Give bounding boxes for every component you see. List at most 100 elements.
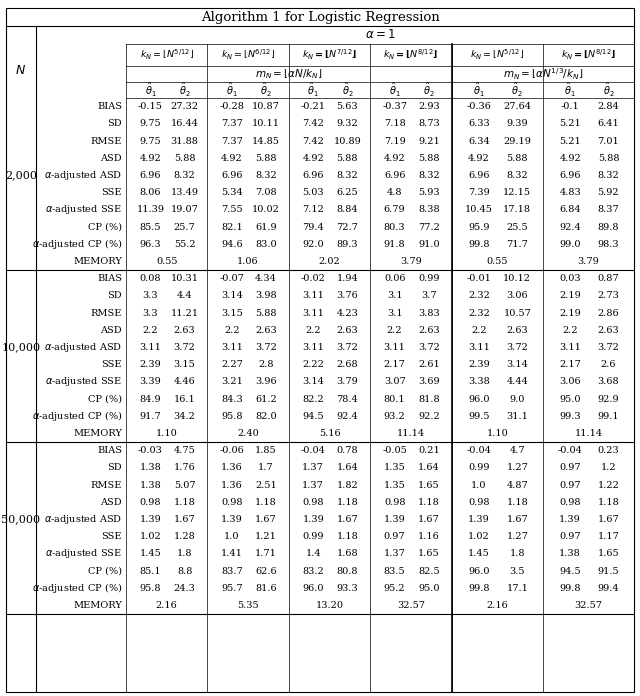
Text: -0.1: -0.1 bbox=[561, 102, 580, 111]
Text: 6.96: 6.96 bbox=[140, 171, 161, 180]
Text: 27.64: 27.64 bbox=[503, 102, 531, 111]
Text: 6.79: 6.79 bbox=[384, 205, 406, 214]
Text: 91.7: 91.7 bbox=[140, 412, 161, 420]
Text: 3.39: 3.39 bbox=[140, 377, 161, 386]
Text: 96.3: 96.3 bbox=[140, 239, 161, 248]
Text: 1.35: 1.35 bbox=[384, 464, 406, 473]
Text: 17.18: 17.18 bbox=[503, 205, 531, 214]
Text: 3.11: 3.11 bbox=[302, 343, 324, 352]
Text: 50,000: 50,000 bbox=[1, 514, 40, 524]
Text: 3.15: 3.15 bbox=[221, 308, 243, 317]
Text: 95.0: 95.0 bbox=[559, 395, 581, 404]
Text: 1.8: 1.8 bbox=[509, 549, 525, 558]
Text: 1.2: 1.2 bbox=[601, 464, 616, 473]
Text: 2.63: 2.63 bbox=[506, 326, 528, 335]
Text: 5.16: 5.16 bbox=[319, 429, 340, 438]
Text: 5.21: 5.21 bbox=[559, 136, 581, 145]
Text: $\hat{\theta}_1$: $\hat{\theta}_1$ bbox=[473, 81, 485, 99]
Text: 24.3: 24.3 bbox=[173, 584, 196, 593]
Text: 31.1: 31.1 bbox=[506, 412, 528, 420]
Text: 83.5: 83.5 bbox=[384, 567, 406, 576]
Text: 2.2: 2.2 bbox=[305, 326, 321, 335]
Text: 5.88: 5.88 bbox=[337, 154, 358, 163]
Text: -0.21: -0.21 bbox=[301, 102, 326, 111]
Text: 5.88: 5.88 bbox=[174, 154, 195, 163]
Text: 85.1: 85.1 bbox=[140, 567, 161, 576]
Text: -0.04: -0.04 bbox=[467, 446, 492, 455]
Text: 1.35: 1.35 bbox=[384, 480, 406, 489]
Text: 3.3: 3.3 bbox=[143, 308, 158, 317]
Text: 8.32: 8.32 bbox=[598, 171, 620, 180]
Text: 91.5: 91.5 bbox=[598, 567, 620, 576]
Text: $k_N = \lfloor N^{5/12} \rfloor$: $k_N = \lfloor N^{5/12} \rfloor$ bbox=[140, 48, 194, 62]
Text: 82.2: 82.2 bbox=[302, 395, 324, 404]
Text: 1.18: 1.18 bbox=[506, 498, 528, 507]
Text: 96.0: 96.0 bbox=[303, 584, 324, 593]
Text: 2.32: 2.32 bbox=[468, 308, 490, 317]
Text: 1.38: 1.38 bbox=[140, 464, 161, 473]
Text: 6.41: 6.41 bbox=[598, 119, 620, 128]
Text: 1.37: 1.37 bbox=[302, 480, 324, 489]
Text: 3.07: 3.07 bbox=[384, 377, 406, 386]
Text: 4.92: 4.92 bbox=[221, 154, 243, 163]
Text: 4.92: 4.92 bbox=[140, 154, 161, 163]
Text: $\hat{\theta}_1$: $\hat{\theta}_1$ bbox=[226, 81, 237, 99]
Text: 3.72: 3.72 bbox=[506, 343, 528, 352]
Text: 10.31: 10.31 bbox=[171, 274, 198, 283]
Text: 8.73: 8.73 bbox=[418, 119, 440, 128]
Text: 4.7: 4.7 bbox=[509, 446, 525, 455]
Text: 1.64: 1.64 bbox=[337, 464, 358, 473]
Text: 0.23: 0.23 bbox=[598, 446, 620, 455]
Text: 1.65: 1.65 bbox=[418, 480, 440, 489]
Text: 0.99: 0.99 bbox=[303, 532, 324, 541]
Text: 3.14: 3.14 bbox=[506, 360, 528, 369]
Text: 2.2: 2.2 bbox=[143, 326, 158, 335]
Text: 16.1: 16.1 bbox=[173, 395, 195, 404]
Text: $\hat{\theta}_2$: $\hat{\theta}_2$ bbox=[342, 81, 353, 99]
Text: 0.99: 0.99 bbox=[468, 464, 490, 473]
Text: 14.85: 14.85 bbox=[252, 136, 280, 145]
Text: 9.39: 9.39 bbox=[506, 119, 528, 128]
Text: 7.42: 7.42 bbox=[302, 136, 324, 145]
Text: 2.16: 2.16 bbox=[156, 601, 177, 610]
Text: $m_N = \lfloor \alpha N / k_N \rfloor$: $m_N = \lfloor \alpha N / k_N \rfloor$ bbox=[255, 67, 323, 81]
Text: 82.0: 82.0 bbox=[255, 412, 277, 420]
Text: 3.14: 3.14 bbox=[302, 377, 324, 386]
Text: 1.39: 1.39 bbox=[140, 515, 161, 524]
Text: 2,000: 2,000 bbox=[5, 171, 37, 180]
Text: $\alpha$-adjusted ASD: $\alpha$-adjusted ASD bbox=[44, 513, 122, 526]
Text: 4.92: 4.92 bbox=[302, 154, 324, 163]
Text: 8.32: 8.32 bbox=[337, 171, 358, 180]
Text: 1.45: 1.45 bbox=[140, 549, 161, 558]
Text: 4.46: 4.46 bbox=[173, 377, 195, 386]
Text: 4.75: 4.75 bbox=[173, 446, 195, 455]
Text: 78.4: 78.4 bbox=[337, 395, 358, 404]
Text: 1.71: 1.71 bbox=[255, 549, 277, 558]
Text: 3.11: 3.11 bbox=[384, 343, 406, 352]
Text: SSE: SSE bbox=[102, 532, 122, 541]
Text: 99.8: 99.8 bbox=[468, 584, 490, 593]
Text: $\hat{\theta}_2$: $\hat{\theta}_2$ bbox=[603, 81, 614, 99]
Text: 2.63: 2.63 bbox=[255, 326, 277, 335]
Text: 95.8: 95.8 bbox=[221, 412, 243, 420]
Text: -0.04: -0.04 bbox=[557, 446, 582, 455]
Text: 1.38: 1.38 bbox=[140, 480, 161, 489]
Text: 1.27: 1.27 bbox=[506, 532, 528, 541]
Text: 32.57: 32.57 bbox=[575, 601, 602, 610]
Text: 3.83: 3.83 bbox=[418, 308, 440, 317]
Text: 25.5: 25.5 bbox=[506, 223, 528, 232]
Text: $\alpha$-adjusted CP (%): $\alpha$-adjusted CP (%) bbox=[31, 237, 122, 251]
Text: -0.05: -0.05 bbox=[382, 446, 407, 455]
Text: 89.3: 89.3 bbox=[337, 239, 358, 248]
Text: $\alpha = 1$: $\alpha = 1$ bbox=[365, 29, 396, 42]
Text: 34.2: 34.2 bbox=[173, 412, 196, 420]
Text: 3.11: 3.11 bbox=[468, 343, 490, 352]
Text: 2.2: 2.2 bbox=[387, 326, 403, 335]
Text: 0.97: 0.97 bbox=[384, 532, 406, 541]
Text: RMSE: RMSE bbox=[91, 136, 122, 145]
Text: 2.2: 2.2 bbox=[471, 326, 487, 335]
Text: 3.11: 3.11 bbox=[302, 292, 324, 300]
Text: 3.11: 3.11 bbox=[140, 343, 161, 352]
Text: 1.18: 1.18 bbox=[337, 532, 358, 541]
Text: $\boldsymbol{k_N = \lfloor N^{7/12} \rfloor}$: $\boldsymbol{k_N = \lfloor N^{7/12} \rfl… bbox=[302, 48, 357, 62]
